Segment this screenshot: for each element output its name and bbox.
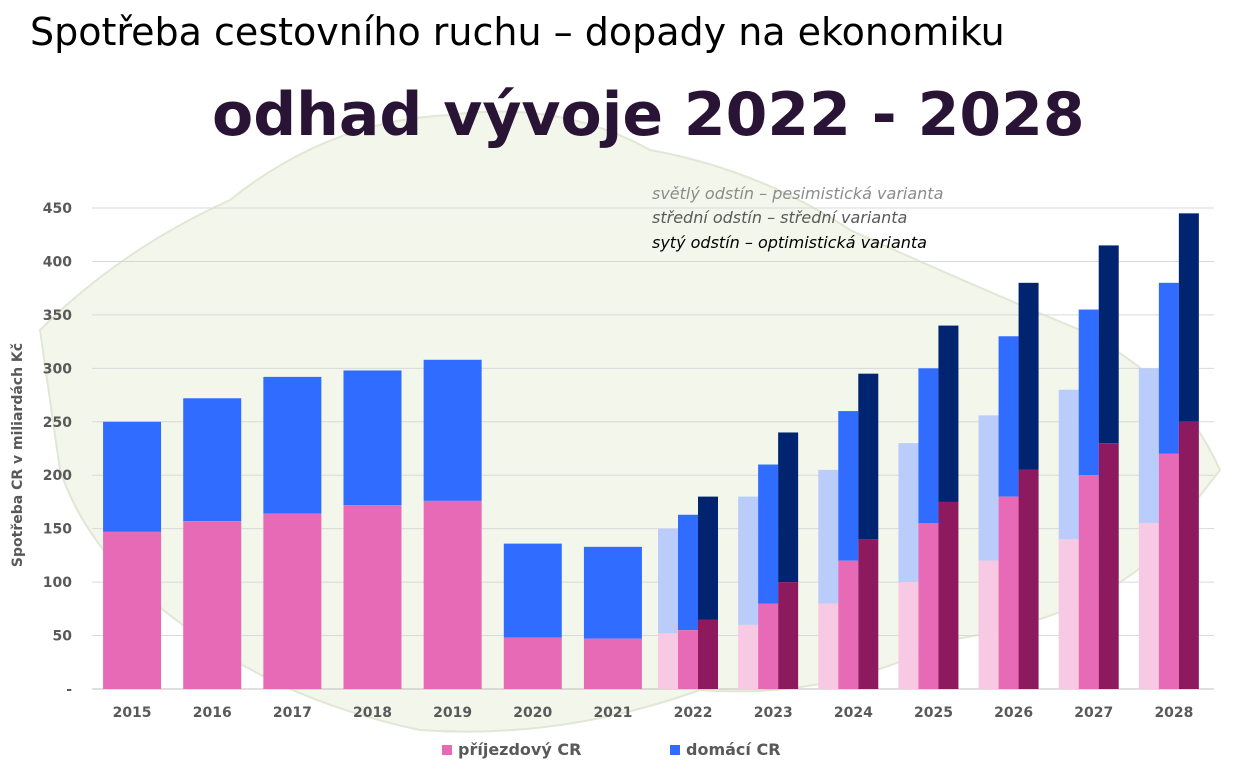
legend-swatch-domestic bbox=[670, 744, 680, 755]
y-tick-label: 450 bbox=[43, 201, 72, 217]
optimistic-arrival-bar bbox=[858, 539, 879, 689]
historical-arrival-bar bbox=[343, 505, 402, 689]
x-tick-label: 2024 bbox=[834, 705, 873, 721]
y-tick-label: - bbox=[66, 682, 72, 698]
legend-label-arrival: příjezdový CR bbox=[458, 740, 582, 759]
optimistic-arrival-bar bbox=[1098, 443, 1119, 689]
optimistic-domestic-bar bbox=[778, 432, 799, 583]
pessimistic-domestic-bar bbox=[738, 496, 759, 625]
pessimistic-domestic-bar bbox=[818, 469, 839, 604]
medium-arrival-bar bbox=[838, 560, 859, 689]
y-tick-label: 200 bbox=[43, 468, 72, 484]
pessimistic-arrival-bar bbox=[658, 633, 678, 689]
note-optimistic: sytý odstín – optimistická varianta bbox=[652, 233, 927, 252]
pessimistic-arrival-bar bbox=[1138, 523, 1159, 689]
pessimistic-domestic-bar bbox=[658, 528, 678, 634]
y-tick-label: 350 bbox=[43, 308, 72, 324]
optimistic-arrival-bar bbox=[1178, 421, 1199, 689]
x-tick-label: 2023 bbox=[754, 705, 793, 721]
y-tick-label: 150 bbox=[43, 522, 72, 538]
medium-domestic-bar bbox=[678, 514, 698, 631]
x-tick-label: 2027 bbox=[1074, 705, 1113, 721]
optimistic-arrival-bar bbox=[778, 582, 799, 689]
historical-arrival-bar bbox=[183, 521, 242, 689]
x-tick-label: 2020 bbox=[513, 705, 552, 721]
page-subtitle: odhad vývoje 2022 - 2028 bbox=[212, 80, 1085, 150]
optimistic-domestic-bar bbox=[858, 373, 879, 540]
page-title: Spotřeba cestovního ruchu – dopady na ek… bbox=[30, 10, 1005, 54]
medium-arrival-bar bbox=[758, 603, 779, 689]
medium-arrival-bar bbox=[998, 496, 1019, 689]
optimistic-domestic-bar bbox=[1178, 213, 1199, 422]
historical-arrival-bar bbox=[583, 638, 642, 689]
historical-domestic-bar bbox=[583, 546, 642, 639]
x-ticks: 2015 2016 2017 2018 2019 2020 2021 2022 2023 2024… bbox=[113, 705, 1194, 721]
optimistic-arrival-bar bbox=[1018, 469, 1039, 689]
optimistic-domestic-bar bbox=[1018, 282, 1039, 470]
x-tick-label: 2021 bbox=[593, 705, 632, 721]
x-tick-label: 2028 bbox=[1154, 705, 1193, 721]
optimistic-domestic-bar bbox=[938, 325, 959, 502]
historical-arrival-bar bbox=[263, 513, 322, 689]
historical-domestic-bar bbox=[103, 421, 162, 532]
grid-lines bbox=[92, 207, 1214, 690]
optimistic-domestic-bar bbox=[698, 496, 718, 620]
y-tick-label: 50 bbox=[53, 629, 73, 645]
pessimistic-domestic-bar bbox=[1058, 389, 1079, 540]
note-pessimistic: světlý odstín – pesimistická varianta bbox=[652, 184, 944, 203]
medium-arrival-bar bbox=[1158, 453, 1179, 689]
y-tick-label: 300 bbox=[43, 361, 72, 377]
y-tick-label: 400 bbox=[43, 254, 72, 270]
legend-label-domestic: domácí CR bbox=[686, 740, 781, 759]
legend-swatch-arrival bbox=[442, 744, 452, 755]
x-tick-label: 2025 bbox=[914, 705, 953, 721]
historical-domestic-bar bbox=[183, 398, 242, 522]
bars bbox=[103, 213, 1199, 689]
pessimistic-arrival-bar bbox=[978, 560, 999, 689]
pessimistic-arrival-bar bbox=[1058, 539, 1079, 689]
historical-domestic-bar bbox=[503, 543, 562, 638]
optimistic-arrival-bar bbox=[698, 619, 718, 689]
x-tick-label: 2019 bbox=[433, 705, 472, 721]
y-tick-label: 250 bbox=[43, 415, 72, 431]
x-tick-label: 2017 bbox=[273, 705, 312, 721]
pessimistic-arrival-bar bbox=[818, 603, 839, 689]
x-tick-label: 2026 bbox=[994, 705, 1033, 721]
y-tick-label: 100 bbox=[43, 575, 72, 591]
x-tick-label: 2015 bbox=[113, 705, 152, 721]
historical-arrival-bar bbox=[423, 500, 482, 689]
medium-domestic-bar bbox=[838, 411, 859, 561]
optimistic-arrival-bar bbox=[938, 501, 959, 689]
medium-domestic-bar bbox=[758, 464, 779, 604]
medium-domestic-bar bbox=[1078, 309, 1099, 476]
pessimistic-arrival-bar bbox=[898, 582, 919, 689]
medium-domestic-bar bbox=[918, 368, 939, 524]
x-tick-label: 2016 bbox=[193, 705, 232, 721]
legend-item-arrival: příjezdový CR bbox=[442, 740, 581, 759]
medium-arrival-bar bbox=[1078, 475, 1099, 689]
note-medium: střední odstín – střední varianta bbox=[652, 208, 908, 227]
pessimistic-domestic-bar bbox=[1138, 368, 1159, 524]
medium-arrival-bar bbox=[678, 630, 698, 689]
medium-domestic-bar bbox=[998, 336, 1019, 497]
medium-domestic-bar bbox=[1158, 282, 1179, 454]
historical-arrival-bar bbox=[103, 531, 162, 689]
legend-item-domestic: domácí CR bbox=[670, 740, 781, 759]
y-ticks: - 50 100 150 200 250 300 350 400 450 bbox=[43, 201, 72, 698]
pessimistic-domestic-bar bbox=[898, 443, 919, 583]
historical-domestic-bar bbox=[423, 359, 482, 501]
optimistic-domestic-bar bbox=[1098, 245, 1119, 444]
x-tick-label: 2018 bbox=[353, 705, 392, 721]
historical-domestic-bar bbox=[343, 370, 402, 506]
historical-arrival-bar bbox=[503, 637, 562, 689]
pessimistic-arrival-bar bbox=[738, 624, 759, 689]
medium-arrival-bar bbox=[918, 523, 939, 689]
historical-domestic-bar bbox=[263, 376, 322, 514]
pessimistic-domestic-bar bbox=[978, 415, 999, 561]
x-tick-label: 2022 bbox=[674, 705, 713, 721]
